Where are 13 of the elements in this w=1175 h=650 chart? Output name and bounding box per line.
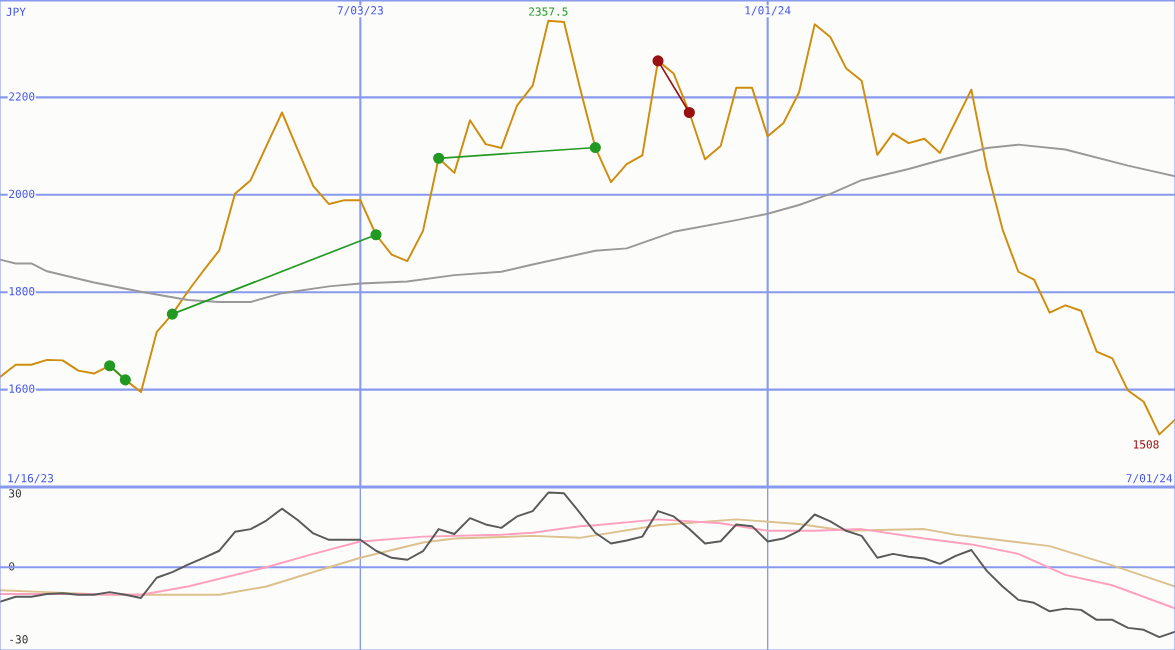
annotation: 1508 [1133,440,1159,449]
y-tick-label: 2000 [9,189,35,199]
x-tick-label: 1/01/24 [745,6,791,16]
annotation: 7/01/24 [1126,474,1173,484]
y-tick-label: 1600 [9,384,35,393]
annotation: 2357.5 [529,7,568,16]
y-tick-label: -30 [10,635,28,644]
annotation: 1/16/23 [8,474,54,484]
y-axis-title: JPY [6,7,26,16]
y-tick-label: 2200 [9,92,35,101]
x-tick-label: 7/03/23 [337,6,383,16]
y-tick-label: 30 [9,489,21,498]
y-tick-label: 1800 [9,287,35,296]
